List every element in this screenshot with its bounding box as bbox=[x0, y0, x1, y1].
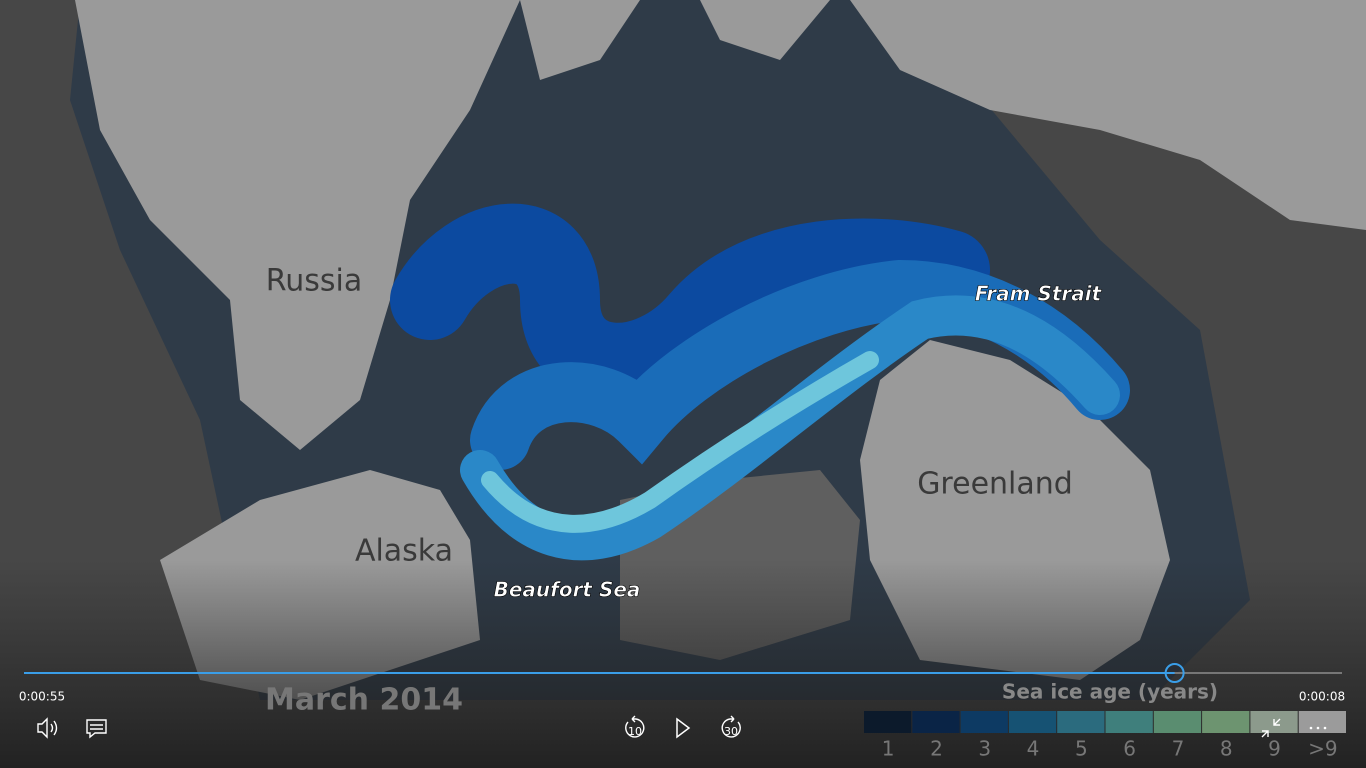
map-labels: Russia Alaska Greenland Fram Strait Beau… bbox=[265, 264, 1218, 718]
legend-label: 9 bbox=[1268, 737, 1281, 761]
legend-swatch bbox=[1202, 711, 1250, 733]
region-label: Russia bbox=[266, 264, 363, 299]
legend-swatch bbox=[1153, 711, 1202, 733]
play-button[interactable] bbox=[676, 717, 691, 739]
elapsed-time: 0:00:55 bbox=[19, 690, 65, 704]
legend-swatch bbox=[1008, 711, 1057, 733]
skip-back-label: 10 bbox=[628, 725, 642, 738]
volume-button[interactable] bbox=[37, 717, 58, 739]
skip-forward-label: 30 bbox=[724, 725, 738, 738]
more-button[interactable] bbox=[1309, 726, 1327, 730]
legend-title: Sea ice age (years) bbox=[1002, 680, 1218, 704]
legend-label: 7 bbox=[1172, 737, 1185, 761]
progress-thumb[interactable] bbox=[1164, 663, 1185, 683]
skip-back-button[interactable]: 10 bbox=[625, 715, 645, 738]
legend-label: >9 bbox=[1308, 737, 1337, 761]
feature-label: Fram Strait bbox=[975, 282, 1103, 306]
date-caption: March 2014 bbox=[265, 683, 463, 718]
remaining-time: 0:00:08 bbox=[1299, 690, 1345, 704]
legend-label: 1 bbox=[882, 737, 895, 761]
legend-label: 3 bbox=[978, 737, 991, 761]
legend-swatch bbox=[912, 711, 960, 733]
controls: 0:00:55 0:00:08 10 30 bbox=[19, 663, 1345, 739]
legend-label: 5 bbox=[1075, 737, 1088, 761]
legend-label: 2 bbox=[930, 737, 943, 761]
legend-swatch bbox=[960, 711, 1008, 733]
feature-label: Beaufort Sea bbox=[494, 578, 641, 602]
legend-label: 8 bbox=[1220, 737, 1233, 761]
land bbox=[850, 0, 1366, 230]
legend-label: 6 bbox=[1123, 737, 1136, 761]
legend-swatch bbox=[1057, 711, 1105, 733]
land bbox=[520, 0, 830, 80]
sea-ice bbox=[390, 203, 1130, 561]
legend-swatch bbox=[1298, 711, 1346, 733]
legend-swatch bbox=[864, 711, 912, 733]
exit-fullscreen-button[interactable] bbox=[1261, 718, 1281, 738]
legend-label: 4 bbox=[1027, 737, 1040, 761]
land bbox=[75, 0, 520, 450]
region-label: Greenland bbox=[917, 467, 1073, 502]
legend: 1 2 3 4 5 6 7 8 9 >9 bbox=[864, 711, 1346, 761]
captions-button[interactable] bbox=[86, 719, 107, 739]
region-label: Alaska bbox=[355, 534, 453, 569]
skip-forward-button[interactable]: 30 bbox=[721, 715, 741, 738]
control-shade bbox=[0, 560, 1366, 768]
legend-swatch bbox=[1105, 711, 1153, 733]
